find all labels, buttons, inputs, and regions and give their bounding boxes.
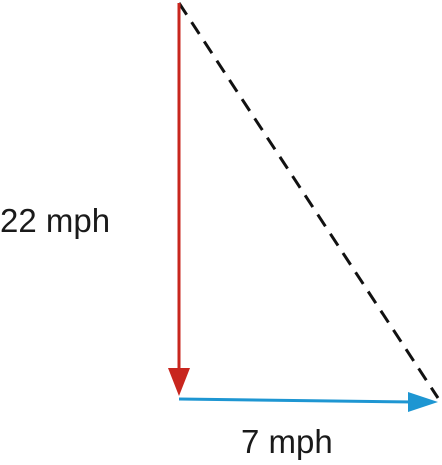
horizontal-vector-label: 7 mph (241, 423, 333, 460)
resultant-vector-line (177, 2, 440, 399)
horizontal-vector-arrowhead (408, 392, 438, 412)
vertical-vector-label: 22 mph (0, 202, 111, 239)
vertical-vector-arrowhead (168, 368, 190, 396)
horizontal-vector-line (178, 397, 415, 404)
